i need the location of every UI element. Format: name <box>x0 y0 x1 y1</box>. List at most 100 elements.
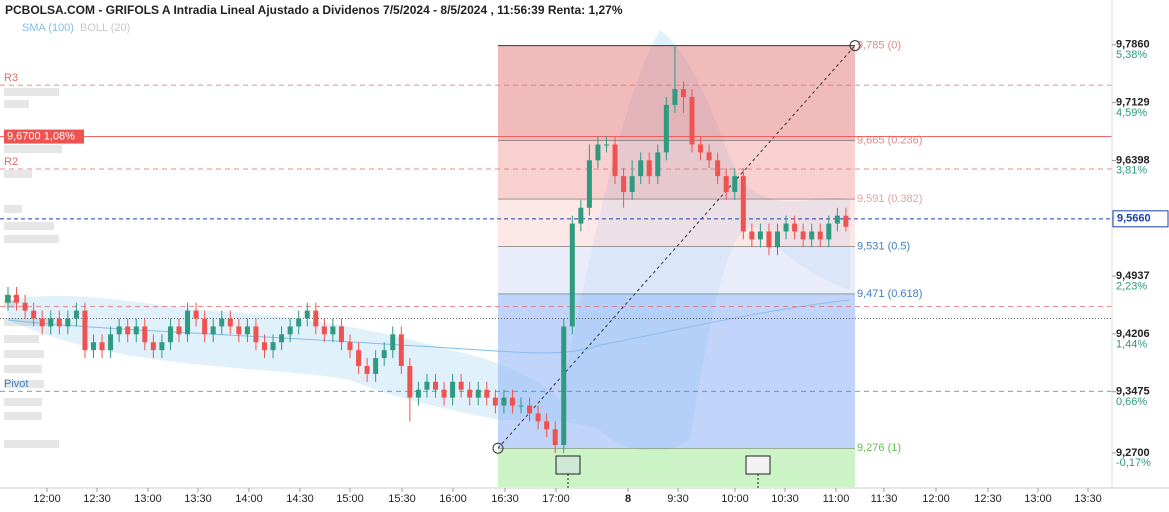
candle-body <box>108 334 114 351</box>
candle-body <box>544 421 550 430</box>
candle-body <box>407 365 413 398</box>
candle-body <box>185 310 191 335</box>
y-tick-label: 9,7129 <box>1116 97 1150 109</box>
candle-body <box>646 160 652 177</box>
marker-label: 9,6700 1,08% <box>7 130 75 142</box>
candle-body <box>689 97 695 145</box>
candle-body <box>202 318 208 335</box>
pivot-label: R3 <box>4 72 18 84</box>
fib-zone <box>498 140 855 200</box>
candle-body <box>150 342 156 351</box>
fib-handle <box>849 40 861 52</box>
x-tick-label: 10:00 <box>721 493 749 505</box>
candle-body <box>792 223 798 232</box>
x-tick-label: 12:00 <box>922 493 950 505</box>
x-tick-label: 14:30 <box>286 493 314 505</box>
x-tick-label: 16:30 <box>491 493 519 505</box>
candle-body <box>552 429 558 446</box>
candle-body <box>433 381 438 390</box>
x-tick-label: 9:30 <box>667 493 688 505</box>
last-price-box <box>1112 210 1169 228</box>
candle-body <box>193 310 199 319</box>
candle-body <box>484 389 490 398</box>
candle-body <box>535 413 541 422</box>
candle-body <box>612 144 618 177</box>
candle-body <box>373 358 379 374</box>
fib-zone <box>498 293 855 449</box>
candle-body <box>279 334 285 343</box>
candle-body <box>749 231 755 240</box>
candle-body <box>296 318 302 327</box>
candle-body <box>638 160 644 177</box>
candle-body <box>826 223 832 240</box>
chart-title: PCBOLSA.COM - GRIFOLS A Intradia Lineal … <box>5 3 623 17</box>
fib-label: 9,665 (0.236) <box>857 134 922 146</box>
candle-body <box>492 397 498 406</box>
candle-body <box>698 144 704 153</box>
candle-body <box>56 318 62 327</box>
candle-body <box>330 326 336 335</box>
candle-body <box>843 215 849 227</box>
candle-body <box>706 152 712 161</box>
x-tick-label: 13:30 <box>184 493 212 505</box>
marker-label-box <box>4 129 84 144</box>
candle-body <box>415 389 421 398</box>
candle-body <box>210 326 216 335</box>
candle-body <box>766 231 772 248</box>
candle-body <box>663 104 669 153</box>
candle-body <box>655 152 661 177</box>
candle-body <box>800 231 806 240</box>
candle-body <box>253 326 259 343</box>
y-tick-label: 9,2700 <box>1116 447 1150 459</box>
candle-body <box>91 342 96 351</box>
candle-body <box>227 318 233 327</box>
candle-body <box>39 318 45 327</box>
candle-body <box>398 334 404 366</box>
candle-body <box>723 176 729 192</box>
candle-body <box>236 326 242 335</box>
candle-body <box>364 365 370 374</box>
candle-body <box>82 310 88 351</box>
candle-body <box>167 326 173 343</box>
candle-body <box>313 310 319 327</box>
candle-body <box>586 160 592 208</box>
candle-body <box>441 389 447 398</box>
x-tick-label: 13:00 <box>1024 493 1052 505</box>
candle-body <box>347 342 353 351</box>
x-tick-label: 15:30 <box>388 493 416 505</box>
candle-body <box>244 326 250 335</box>
candle-body <box>116 326 122 335</box>
candle-body <box>715 160 721 177</box>
y-tick-label: 9,3475 <box>1116 386 1150 398</box>
candle-body <box>809 231 815 240</box>
candle-body <box>304 310 310 319</box>
candle-body <box>65 318 71 327</box>
x-tick-label: 12:30 <box>83 493 111 505</box>
x-tick-label: 12:30 <box>974 493 1002 505</box>
x-tick-label: 14:00 <box>235 493 263 505</box>
y2-tick-label: 3,81% <box>1116 165 1147 177</box>
y2-tick-label: 0,66% <box>1116 396 1147 408</box>
candle-body <box>621 176 627 192</box>
candle-body <box>509 397 515 406</box>
candle-body <box>390 334 396 351</box>
x-tick-label: 15:00 <box>336 493 364 505</box>
candle-body <box>757 231 763 240</box>
y2-tick-label: -0,17% <box>1116 457 1151 469</box>
fib-label: 9,531 (0.5) <box>857 240 910 252</box>
candle-body <box>817 231 823 240</box>
fib-label: 9,471 (0.618) <box>857 288 922 300</box>
candle-body <box>834 215 840 224</box>
candle-body <box>381 350 387 359</box>
candle-body <box>142 326 148 343</box>
candle-body <box>680 89 686 98</box>
candle-body <box>501 397 507 406</box>
x-tick-label: 11:00 <box>823 493 850 505</box>
candle-body <box>159 342 165 351</box>
pivot-label: R2 <box>4 156 18 168</box>
x-tick-label: 13:30 <box>1074 493 1102 505</box>
candle-body <box>561 326 567 446</box>
candle-body <box>31 310 37 319</box>
candle-body <box>48 318 54 327</box>
